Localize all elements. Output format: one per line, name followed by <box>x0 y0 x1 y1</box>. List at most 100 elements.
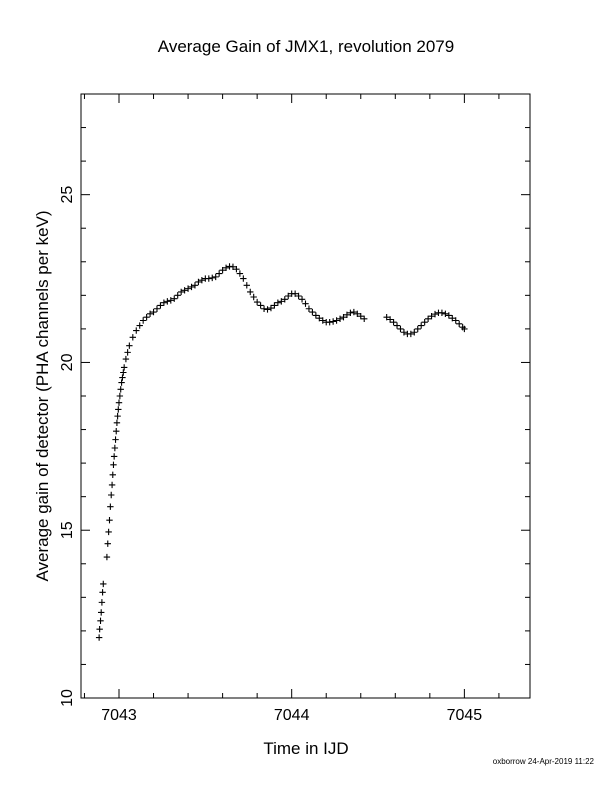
data-point <box>150 308 157 316</box>
data-point <box>295 292 302 300</box>
footer-credit: oxborrow 24-Apr-2019 11:22 <box>492 757 594 766</box>
data-point <box>250 293 257 301</box>
data-point <box>116 392 124 400</box>
data-point <box>298 296 306 303</box>
data-point <box>326 318 333 326</box>
x-tick-label: 7043 <box>101 707 137 724</box>
data-point <box>336 315 344 323</box>
y-tick-label: 15 <box>59 521 76 539</box>
data-point <box>115 399 123 406</box>
data-point <box>191 282 199 289</box>
data-point <box>113 428 120 435</box>
data-point <box>97 617 104 625</box>
data-point <box>455 320 463 328</box>
data-point <box>319 317 326 324</box>
data-point <box>305 305 313 312</box>
data-point <box>271 302 278 309</box>
data-point <box>209 274 216 282</box>
data-point <box>386 316 394 323</box>
data-point <box>397 325 404 333</box>
data-point <box>113 419 121 427</box>
data-point <box>309 308 316 316</box>
x-axis-label: Time in IJD <box>263 739 348 758</box>
data-point <box>414 325 421 333</box>
data-markers <box>95 263 468 641</box>
data-point <box>157 302 164 309</box>
data-point <box>184 285 192 292</box>
data-point <box>312 312 320 319</box>
data-point <box>198 277 206 284</box>
data-point <box>177 288 185 296</box>
data-point <box>347 309 354 316</box>
data-point <box>143 313 150 321</box>
data-point <box>117 386 124 393</box>
data-point <box>146 310 154 317</box>
data-point <box>431 310 439 318</box>
data-point <box>257 302 264 309</box>
data-point <box>449 314 456 322</box>
data-point <box>354 310 361 317</box>
data-point <box>108 481 116 489</box>
data-point <box>120 369 127 376</box>
data-point <box>174 292 181 299</box>
data-point <box>229 263 237 271</box>
data-point <box>126 342 133 349</box>
data-point <box>361 315 368 323</box>
data-point <box>110 461 117 468</box>
data-point <box>98 609 105 616</box>
data-point <box>95 634 103 641</box>
data-point <box>438 309 446 316</box>
data-point <box>240 275 247 282</box>
data-point <box>112 436 119 443</box>
data-point <box>109 471 116 479</box>
data-point <box>171 295 178 302</box>
data-point <box>114 412 121 420</box>
plot-area <box>80 93 531 699</box>
data-point <box>129 334 137 341</box>
data-point <box>195 278 202 286</box>
data-point <box>236 270 244 277</box>
x-tick-label: 7045 <box>447 707 483 724</box>
data-point <box>442 310 449 317</box>
data-point <box>111 444 119 452</box>
data-point <box>139 317 147 324</box>
x-axis-ticks <box>83 94 500 698</box>
data-point <box>350 308 358 316</box>
data-point <box>452 317 459 324</box>
data-point <box>329 318 337 325</box>
data-point <box>153 305 161 312</box>
data-point <box>122 355 130 363</box>
data-point <box>104 540 111 547</box>
data-point <box>428 312 435 320</box>
data-point <box>120 364 128 371</box>
y-tick-label: 10 <box>59 689 76 707</box>
data-point <box>333 317 340 324</box>
data-point <box>260 305 268 312</box>
data-point <box>461 325 468 333</box>
data-point <box>233 265 240 273</box>
data-point <box>118 379 125 386</box>
data-point <box>285 292 292 300</box>
data-point <box>160 299 168 306</box>
data-point <box>106 516 113 524</box>
data-point <box>219 266 226 274</box>
data-point <box>400 329 408 336</box>
data-point <box>100 580 107 588</box>
data-point <box>281 296 288 303</box>
data-point <box>383 313 390 321</box>
data-point <box>110 453 118 460</box>
y-axis-tick-labels: 10 15 20 25 <box>59 186 76 707</box>
data-point <box>167 297 174 304</box>
chart-title: Average Gain of JMX1, revolution 2079 <box>158 37 454 56</box>
data-point <box>119 374 126 381</box>
data-point <box>164 298 171 305</box>
data-point <box>212 273 219 281</box>
data-point <box>243 282 250 289</box>
data-point <box>390 318 397 326</box>
data-point <box>247 288 254 296</box>
data-point <box>424 315 432 323</box>
data-point <box>421 318 428 326</box>
x-axis-tick-labels: 7043 7044 7045 <box>101 707 482 724</box>
data-point <box>411 329 418 336</box>
